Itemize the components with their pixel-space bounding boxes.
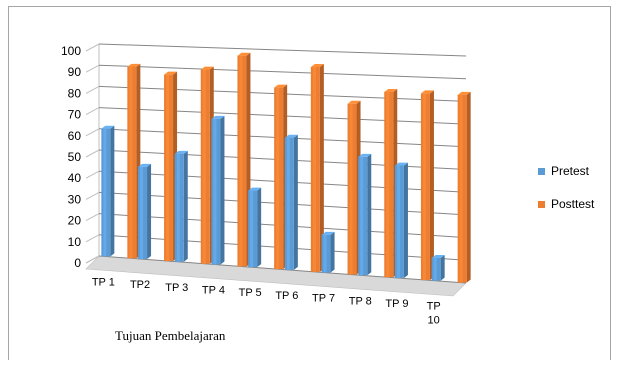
y-tick-label-5: 50	[68, 150, 82, 164]
bar-pretest-7	[321, 231, 335, 273]
bar-pretest-5	[248, 187, 262, 268]
chart-border	[8, 6, 611, 360]
y-tick-label-3: 30	[68, 192, 82, 206]
gridline-depth-10	[85, 43, 100, 52]
bar-pretest-4	[211, 115, 225, 265]
bar-pretest-9	[394, 162, 408, 278]
gridline-depth-6	[85, 128, 100, 137]
gridline-depth-5	[85, 149, 100, 158]
y-tick-label-8: 80	[68, 86, 82, 100]
x-tick-label-1: TP 1	[92, 276, 115, 288]
bar-posttest-6	[310, 64, 324, 272]
bar-pretest-6	[284, 134, 298, 270]
x-tick-label-3: TP 3	[165, 282, 188, 294]
y-tick-label-6: 60	[68, 129, 82, 143]
x-tick-label-8: TP 8	[349, 295, 372, 307]
y-tick-label-2: 20	[68, 214, 82, 228]
bar-pretest-3	[174, 150, 188, 262]
x-tick-label-10: TP 10	[427, 301, 441, 327]
y-tick-label-7: 70	[68, 108, 82, 122]
y-tick-label-1: 10	[68, 235, 82, 249]
gridline-depth-4	[85, 170, 100, 179]
gridline-0	[98, 255, 467, 284]
gridline-depth-7	[85, 107, 100, 116]
gridline-depth-0	[85, 255, 100, 264]
gridline-depth-1	[85, 234, 100, 243]
bar-pretest-1	[101, 125, 115, 257]
bar-pretest-2	[138, 163, 152, 260]
legend-label-posttest: Posttest	[551, 197, 595, 211]
gridline-10	[98, 43, 467, 57]
legend-item-pretest: Pretest	[538, 162, 594, 180]
legend-label-pretest: Pretest	[551, 164, 590, 178]
x-tick-label-4: TP 4	[202, 284, 225, 296]
bar-pretest-8	[358, 153, 372, 276]
x-tick-label-5: TP 5	[239, 287, 262, 299]
gridline-depth-8	[85, 85, 100, 94]
x-tick-label-7: TP 7	[312, 293, 335, 305]
x-axis-ticks: TP 1 TP2 TP 3 TP 4 TP 5 TP 6 TP 7 TP 8 TP 9 TP 10	[92, 276, 441, 326]
gridline-depth-9	[85, 64, 100, 73]
y-tick-label-10: 100	[61, 44, 81, 58]
x-axis-title: Tujuan Pembelajaran	[115, 328, 226, 343]
bar-pretest-10	[431, 255, 445, 281]
legend-item-posttest: Posttest	[538, 195, 594, 213]
y-tick-label-0: 0	[74, 256, 81, 270]
legend-swatch-pretest	[538, 167, 545, 175]
y-axis-ticks: 0 10 20 30 40 50 60 70 80 90 100	[61, 44, 81, 270]
x-tick-label-6: TP 6	[275, 290, 298, 302]
x-tick-label-9: TP 9	[385, 298, 408, 310]
legend: Pretest Posttest	[538, 162, 594, 228]
legend-swatch-posttest	[538, 200, 545, 208]
gridline-9	[98, 64, 467, 80]
gridline-depth-2	[85, 213, 100, 222]
bar-posttest-10	[457, 91, 471, 283]
gridline-depth-3	[85, 191, 100, 200]
y-tick-label-4: 40	[68, 171, 82, 185]
x-tick-label-2: TP2	[130, 279, 150, 291]
y-tick-label-9: 90	[68, 65, 82, 79]
bars	[101, 52, 471, 283]
bar-posttest-9	[420, 90, 434, 280]
